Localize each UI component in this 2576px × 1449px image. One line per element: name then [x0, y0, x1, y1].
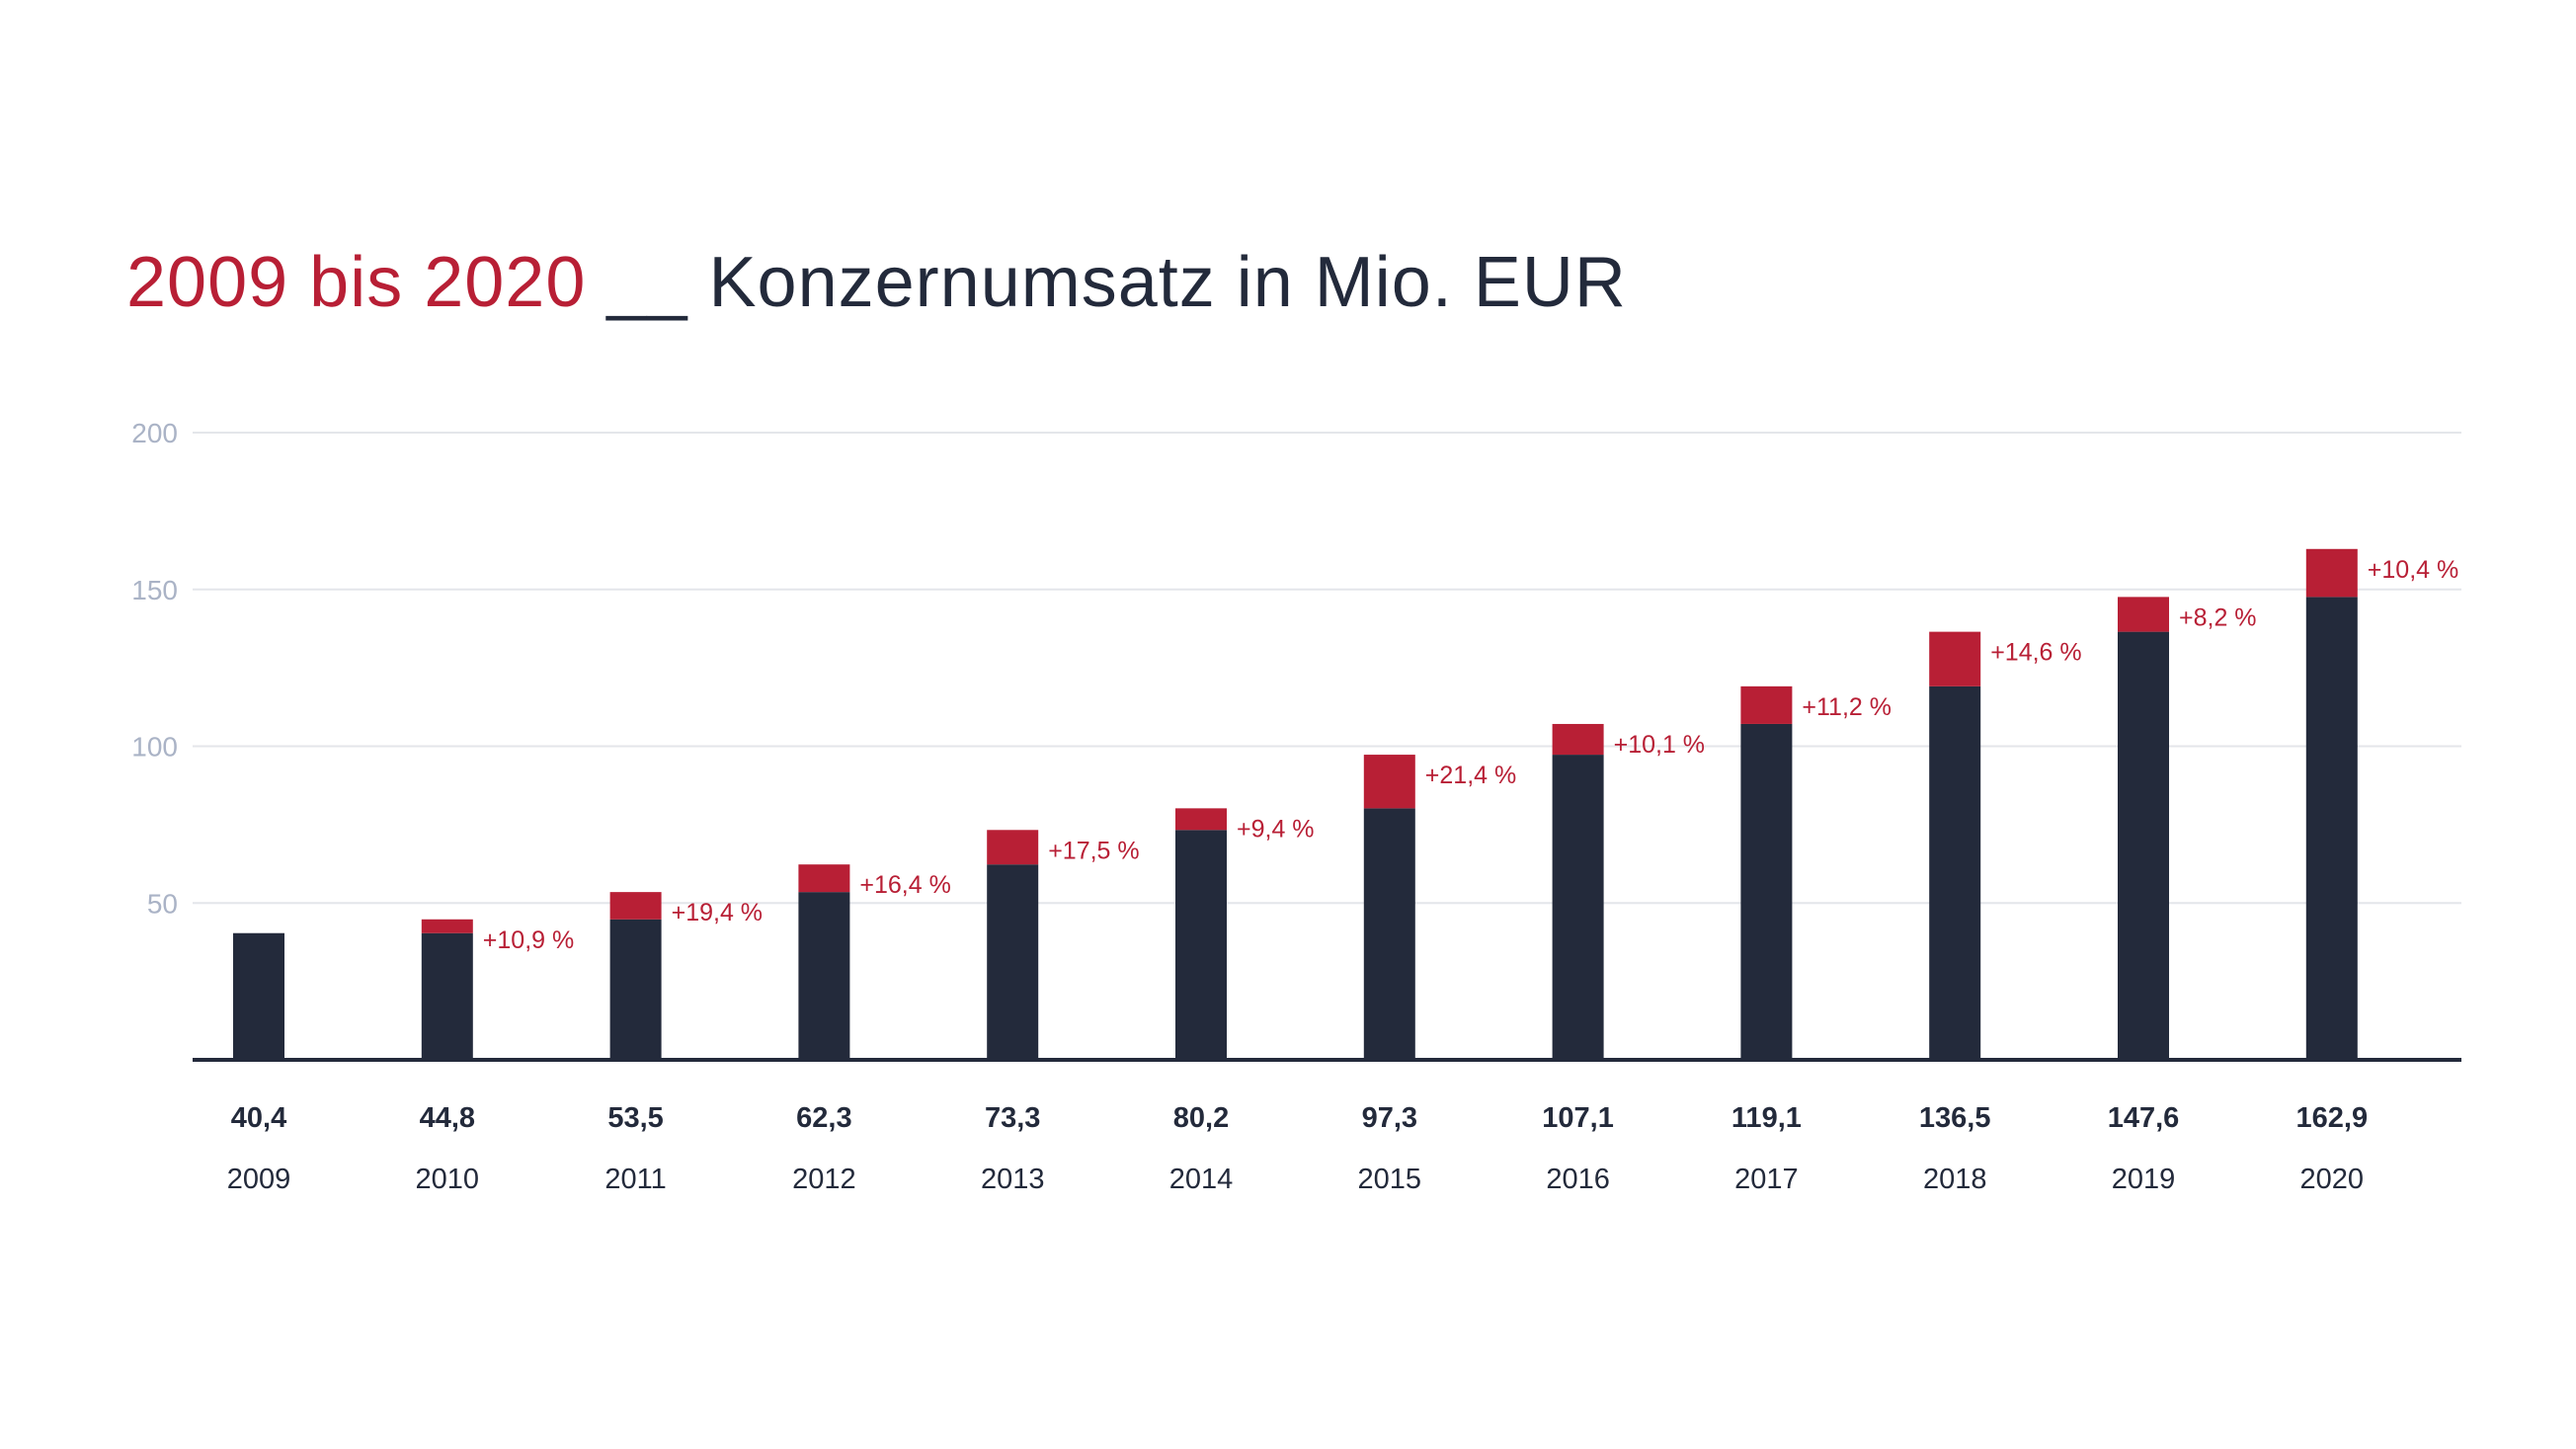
bar-increase-2016: [1552, 723, 1604, 756]
category-label-2017: 2017: [1734, 1164, 1799, 1195]
growth-label-2016: +10,1 %: [1614, 731, 1705, 759]
growth-label-2017: +11,2 %: [1802, 693, 1892, 721]
value-label-2020: 162,9: [2296, 1102, 2369, 1134]
bar-increase-2019: [2118, 597, 2169, 632]
category-label-2015: 2015: [1358, 1164, 1422, 1195]
bar-increase-2015: [1363, 755, 1415, 809]
growth-label-2011: +19,4 %: [672, 899, 763, 926]
y-tick-label: 150: [131, 575, 178, 605]
bar-increase-2010: [421, 919, 473, 933]
value-labels: 40,4 44,8 53,5 62,3 73,3 80,2 97,3 107,1 119,1 13…: [231, 1102, 2368, 1134]
gridlines: [193, 432, 2461, 905]
y-tick-label: 100: [131, 732, 178, 763]
growth-label-2013: +17,5 %: [1048, 837, 1139, 864]
growth-label-2018: +14,6 %: [1990, 639, 2081, 667]
value-label-2011: 53,5: [607, 1102, 663, 1134]
category-label-2011: 2011: [604, 1164, 666, 1195]
category-label-2013: 2013: [981, 1164, 1045, 1195]
value-label-2009: 40,4: [231, 1102, 286, 1134]
bar-increase-2011: [609, 892, 662, 920]
bar-base-2011: [609, 919, 662, 1060]
value-label-2017: 119,1: [1731, 1102, 1802, 1134]
value-label-2018: 136,5: [1919, 1102, 1991, 1134]
bar-increase-2014: [1175, 808, 1227, 831]
value-label-2013: 73,3: [985, 1102, 1040, 1134]
bar-base-2016: [1552, 755, 1604, 1060]
category-label-2018: 2018: [1923, 1164, 1987, 1195]
bar-increase-2018: [1929, 631, 1981, 686]
bar-base-2017: [1740, 723, 1793, 1060]
bar-increase-2012: [798, 864, 850, 893]
bar-base-2012: [798, 892, 850, 1060]
bars: [233, 548, 2358, 1060]
y-axis-ticks: 50 100 150 200: [131, 418, 178, 919]
growth-labels: +10,9 % +19,4 % +16,4 % +17,5 % +9,4 % +21,4 …: [483, 556, 2458, 954]
bar-base-2018: [1929, 685, 1981, 1060]
growth-label-2014: +9,4 %: [1237, 815, 1315, 843]
chart-title: 2009 bis 2020 __ Konzernumsatz in Mio. E…: [126, 242, 1627, 323]
category-labels: 2009 2010 2011 2012 2013 2014 2015 2016 2017 2018…: [227, 1164, 2364, 1195]
y-tick-label: 200: [131, 418, 178, 448]
growth-label-2020: +10,4 %: [2368, 556, 2458, 584]
growth-label-2015: +21,4 %: [1425, 762, 1516, 789]
category-label-2012: 2012: [792, 1164, 856, 1195]
category-label-2009: 2009: [227, 1164, 291, 1195]
category-label-2019: 2019: [2112, 1164, 2176, 1195]
category-label-2016: 2016: [1546, 1164, 1610, 1195]
bar-2009: [233, 932, 284, 1060]
value-label-2015: 97,3: [1362, 1102, 1417, 1134]
bar-base-2014: [1175, 830, 1227, 1060]
chart-title-years: 2009 bis 2020: [126, 243, 587, 322]
y-tick-label: 50: [147, 888, 178, 919]
value-label-2014: 80,2: [1173, 1102, 1229, 1134]
value-label-2012: 62,3: [796, 1102, 851, 1134]
growth-label-2019: +8,2 %: [2179, 604, 2257, 631]
bar-base-2013: [987, 864, 1039, 1060]
category-label-2010: 2010: [416, 1164, 480, 1195]
value-label-2016: 107,1: [1542, 1102, 1614, 1134]
bar-base-2019: [2118, 631, 2169, 1060]
bar-base-2010: [421, 932, 473, 1060]
bar-increase-2013: [987, 830, 1039, 865]
category-label-2020: 2020: [2300, 1164, 2365, 1195]
growth-label-2012: +16,4 %: [859, 871, 950, 899]
bar-base-2015: [1363, 808, 1415, 1060]
growth-label-2010: +10,9 %: [483, 926, 574, 954]
category-label-2014: 2014: [1169, 1164, 1234, 1195]
chart-title-separator: __: [606, 243, 688, 322]
chart-title-main: Konzernumsatz in Mio. EUR: [708, 243, 1627, 322]
value-label-2019: 147,6: [2108, 1102, 2180, 1134]
bar-increase-2020: [2305, 548, 2358, 598]
bar-base-2020: [2305, 597, 2358, 1060]
bar-increase-2017: [1740, 685, 1793, 724]
value-label-2010: 44,8: [420, 1102, 475, 1134]
